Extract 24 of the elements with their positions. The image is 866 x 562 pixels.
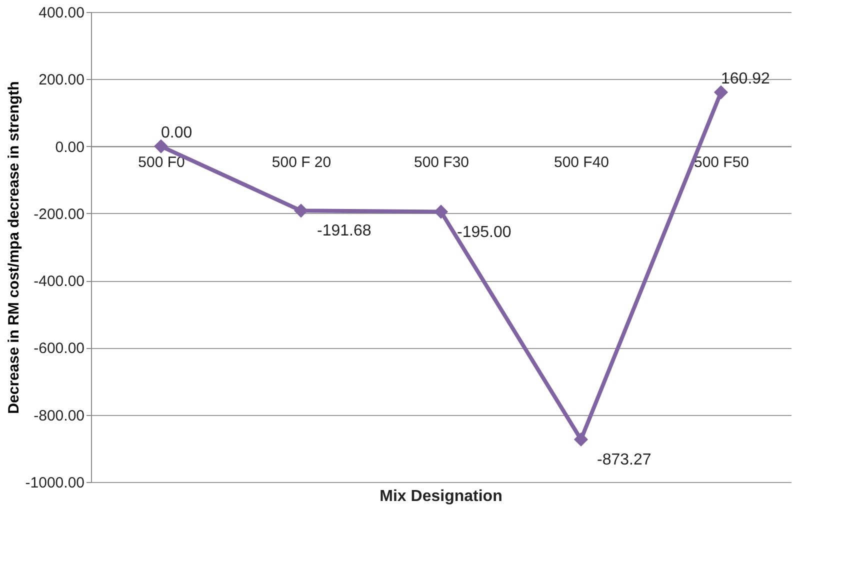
point [154,139,168,154]
y-tick-label: -600.00 [34,340,84,358]
y-tick-label: -200.00 [34,206,84,223]
x-tick-label: 500 F 20 [272,154,332,171]
text: 160.92 [721,70,770,88]
point [294,204,308,218]
y-tick-label: 400.00 [38,4,84,22]
y-tick-label: 0.00 [55,138,84,156]
y-tick-label: -1000.00 [25,474,84,492]
x-tick-label: 500 F40 [554,154,610,171]
text: -873.27 [597,451,652,468]
x-tick-label: 500 F30 [414,154,470,171]
x-tick-label: 500 F0 [138,154,185,171]
y-axis-title: Decrease in RM cost/mpa decrease in strength [5,81,22,414]
x-axis-title: Mix Designation [380,488,502,505]
point [714,85,728,100]
y-tick-label: 200.00 [38,72,84,89]
y-tick-label: -400.00 [34,273,84,290]
point [434,204,448,219]
text: -195.00 [457,224,512,241]
y-tick-label: -800.00 [34,407,84,424]
text: 0.00 [161,124,192,142]
text: -191.68 [317,222,372,240]
point [574,432,588,447]
